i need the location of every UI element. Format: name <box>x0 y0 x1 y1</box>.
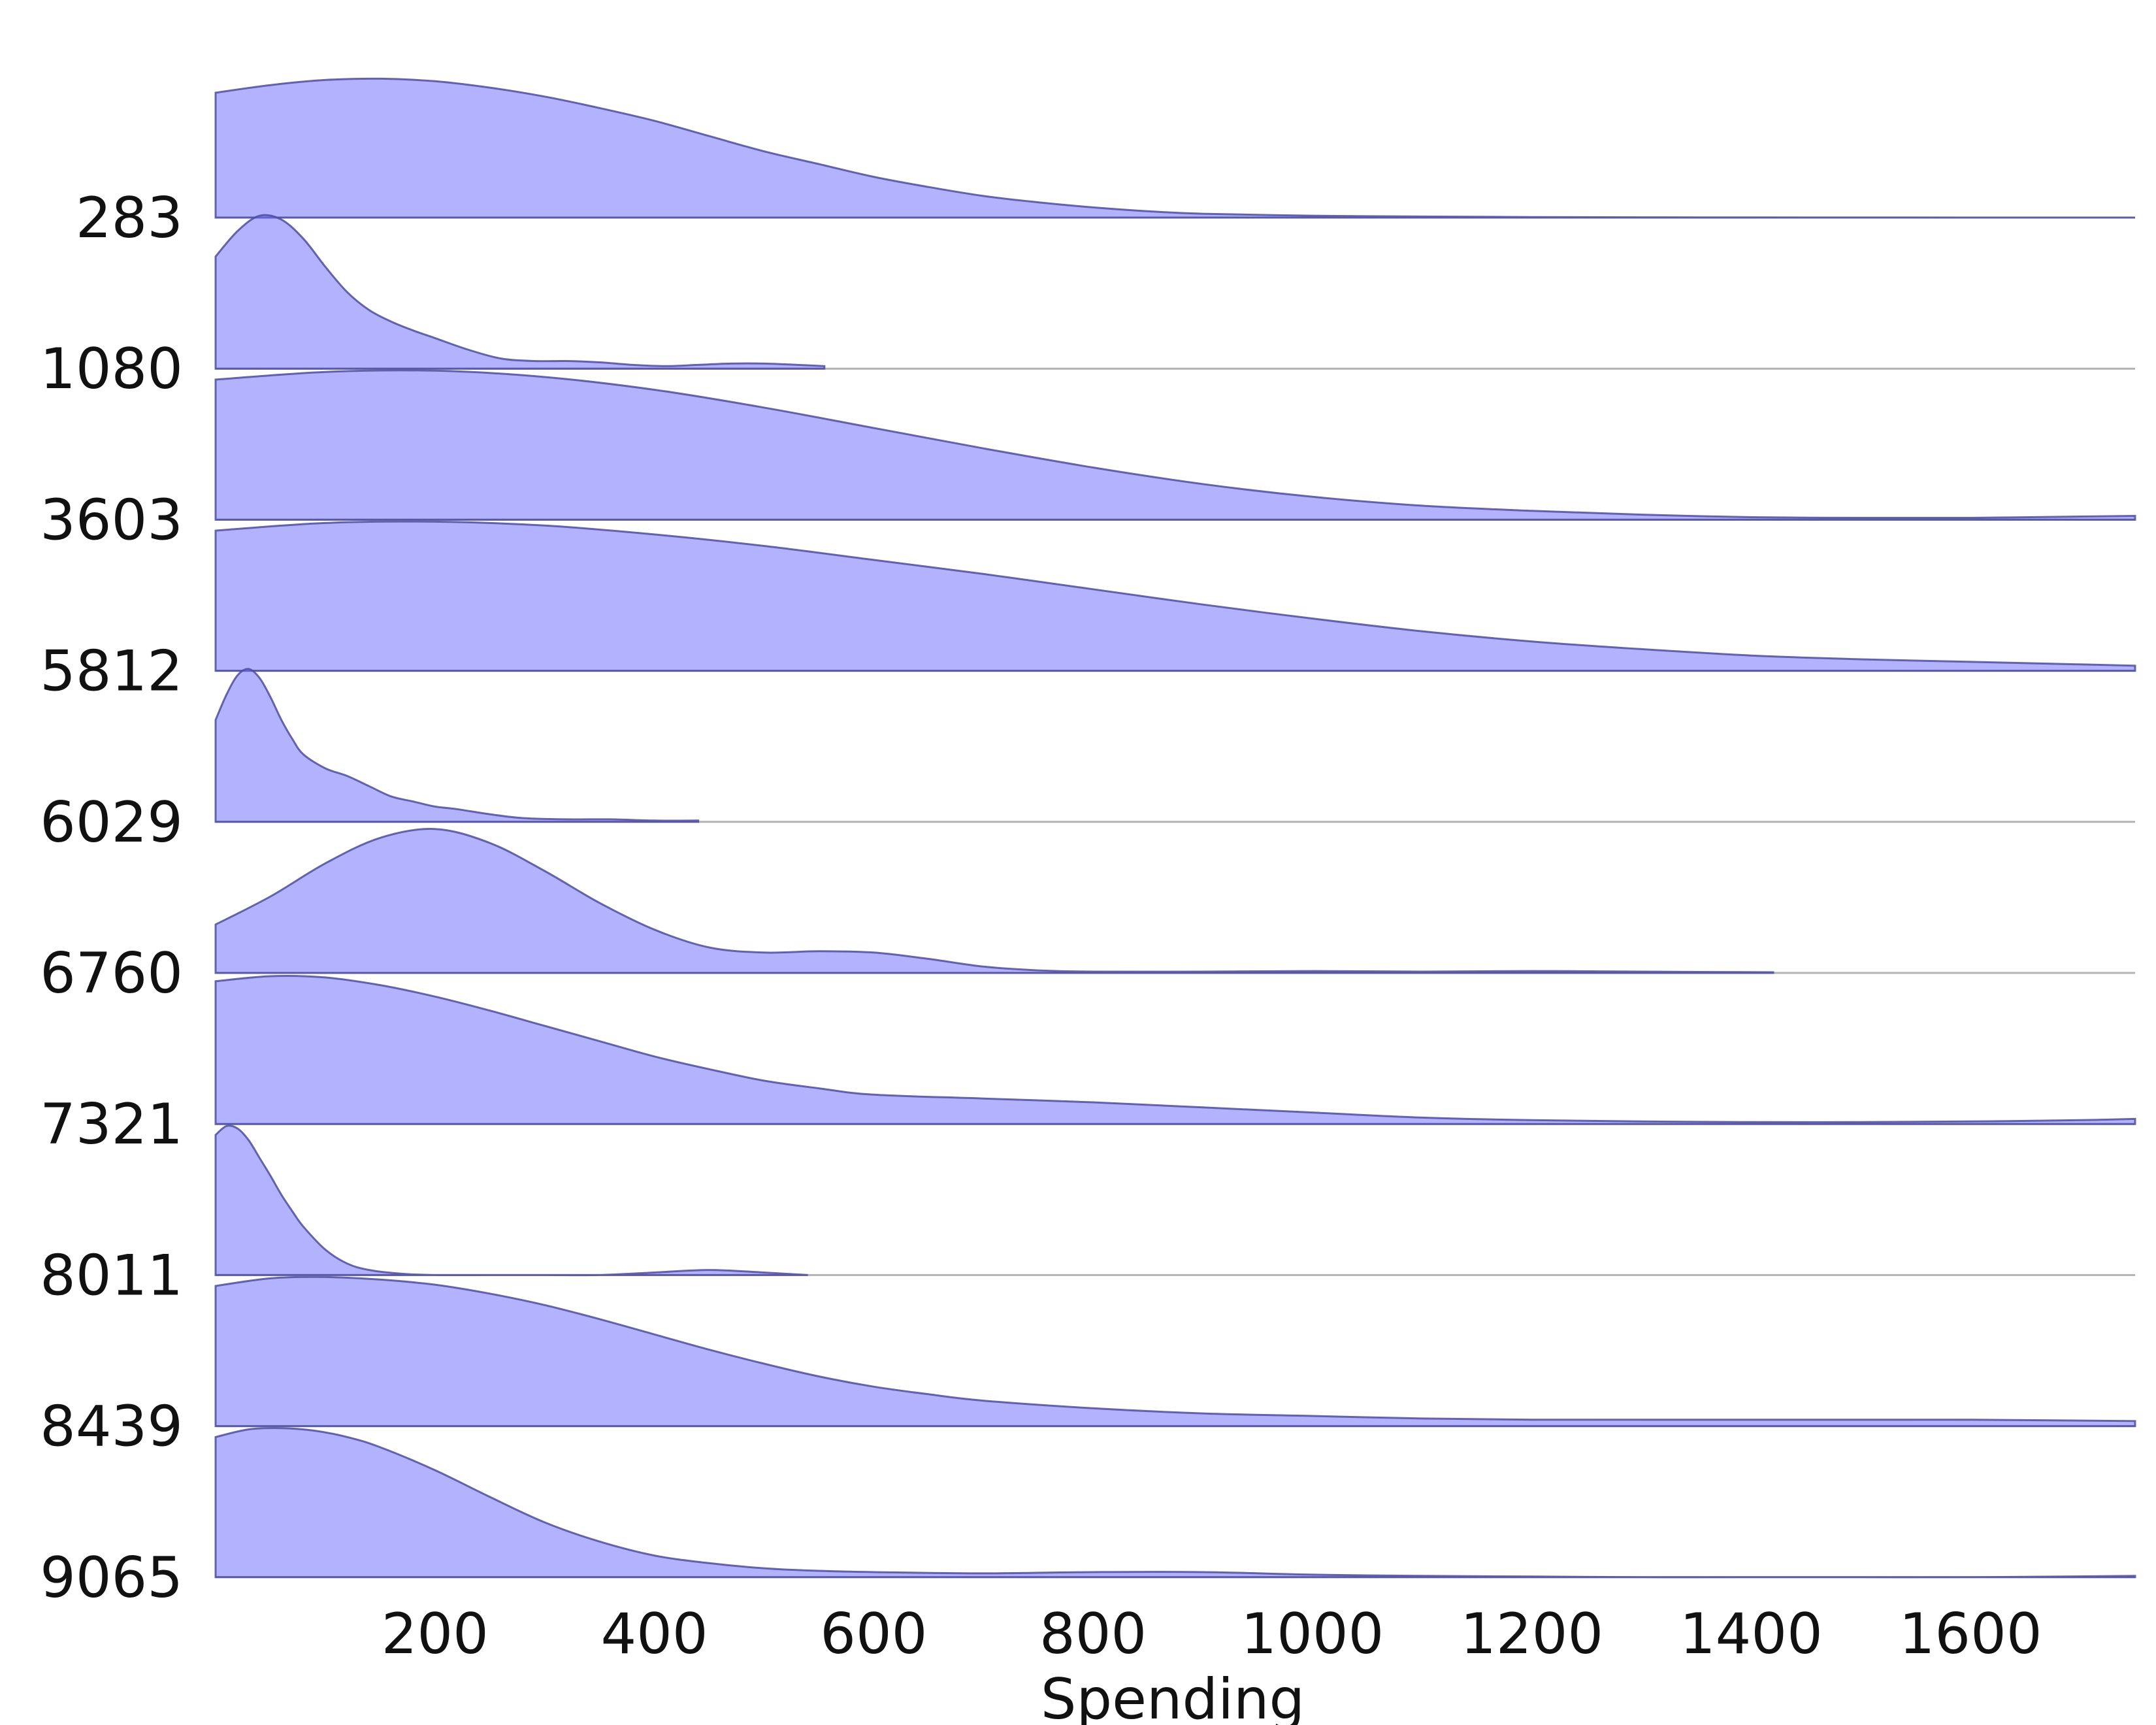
y-tick-label-283: 283 <box>76 186 183 251</box>
y-tick-label-9065: 9065 <box>40 1545 183 1611</box>
x-tick-label-600: 600 <box>820 1602 927 1667</box>
x-tick-labels: 200 400 600 800 1000 1200 1400 1600 <box>382 1602 2042 1667</box>
ridge-283 <box>214 77 2135 219</box>
x-tick-label-1000: 1000 <box>1241 1602 1384 1667</box>
ridge-5812 <box>214 520 2136 672</box>
ridge-6760 <box>214 828 1774 974</box>
ridge-8011 <box>214 1125 808 1277</box>
y-tick-label-8011: 8011 <box>40 1243 183 1308</box>
x-tick-label-1200: 1200 <box>1460 1602 1603 1667</box>
ridge-8439 <box>214 1275 2136 1428</box>
y-tick-label-1080: 1080 <box>40 337 183 402</box>
y-tick-label-6029: 6029 <box>40 790 183 855</box>
ridge-3603 <box>214 369 2136 521</box>
ridge-9065 <box>214 1426 2136 1579</box>
x-tick-label-200: 200 <box>382 1602 489 1667</box>
ridge-6029 <box>214 668 700 823</box>
x-tick-label-1600: 1600 <box>1899 1602 2042 1667</box>
ridge-7321 <box>214 975 2136 1125</box>
y-tick-label-5812: 5812 <box>40 639 183 704</box>
y-tick-label-8439: 8439 <box>40 1394 183 1460</box>
ridge-1080 <box>214 214 826 370</box>
x-axis-title: Spending <box>1041 1667 1305 1725</box>
y-tick-label-3603: 3603 <box>40 487 183 553</box>
x-tick-label-400: 400 <box>600 1602 708 1667</box>
x-tick-label-800: 800 <box>1039 1602 1147 1667</box>
y-tick-label-6760: 6760 <box>40 941 183 1006</box>
y-tick-labels: 283 1080 3603 5812 6029 6760 7321 8011 8439 9065 <box>40 186 183 1611</box>
x-tick-label-1400: 1400 <box>1680 1602 1823 1667</box>
y-tick-label-7321: 7321 <box>40 1092 183 1157</box>
ridges-layer <box>214 77 2136 1579</box>
